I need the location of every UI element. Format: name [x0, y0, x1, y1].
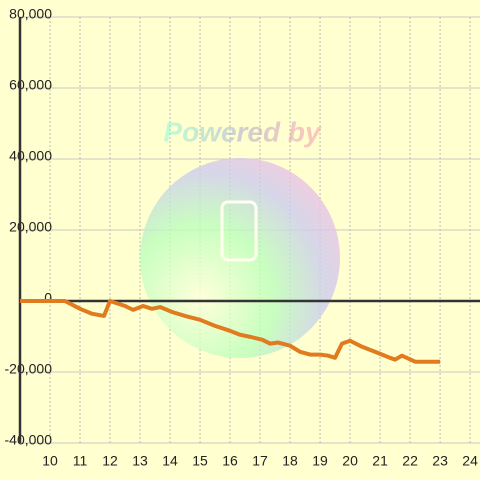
x-tick-label: 10	[42, 453, 58, 469]
y-tick-label: 80,000	[9, 6, 52, 22]
x-tick-label: 24	[462, 453, 478, 469]
y-tick-label: 40,000	[9, 148, 52, 164]
x-tick-label: 16	[222, 453, 238, 469]
x-tick-label: 20	[342, 453, 358, 469]
x-tick-label: 13	[132, 453, 148, 469]
y-tick-label: -20,000	[5, 361, 53, 377]
y-tick-label: -40,000	[5, 432, 53, 448]
x-tick-label: 22	[402, 453, 418, 469]
plot: -40,000 -20,000 0 20,000 40,000 60,000 80,000 1…	[5, 6, 480, 469]
x-tick-label: 19	[312, 453, 328, 469]
y-tick-label: 60,000	[9, 77, 52, 93]
y-tick-label: 0	[44, 290, 52, 306]
x-tick-label: 12	[102, 453, 118, 469]
watermark-logo	[140, 158, 340, 358]
x-tick-label: 14	[162, 453, 178, 469]
data-line	[20, 299, 441, 364]
x-tick-label: 18	[282, 453, 298, 469]
y-tick-label: 20,000	[9, 219, 52, 235]
x-tick-label: 23	[432, 453, 448, 469]
watermark-text: Powered by	[163, 116, 322, 147]
x-tick-label: 11	[73, 453, 88, 469]
x-tick-label: 15	[192, 453, 208, 469]
x-tick-label: 21	[372, 453, 388, 469]
x-tick-label: 17	[252, 453, 268, 469]
watermark-icon	[220, 200, 258, 262]
